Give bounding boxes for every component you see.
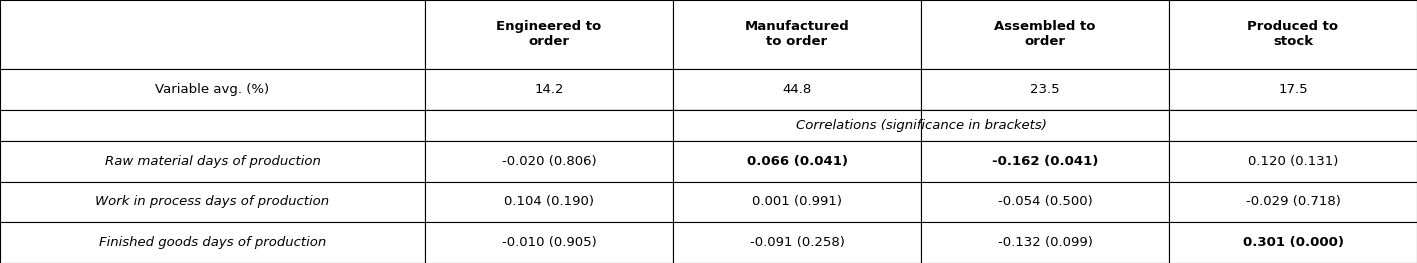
Text: -0.162 (0.041): -0.162 (0.041)	[992, 155, 1098, 168]
Bar	[673, 69, 921, 110]
Bar	[0, 181, 425, 222]
Bar	[921, 0, 1169, 69]
Text: 0.301 (0.000): 0.301 (0.000)	[1243, 236, 1343, 249]
Text: -0.010 (0.905): -0.010 (0.905)	[502, 236, 597, 249]
Bar	[921, 110, 1169, 141]
Bar	[425, 69, 673, 110]
Text: Manufactured
to order: Manufactured to order	[745, 21, 849, 48]
Bar	[673, 0, 921, 69]
Text: Produced to
stock: Produced to stock	[1247, 21, 1339, 48]
Bar	[673, 141, 921, 181]
Bar	[425, 141, 673, 181]
Text: Finished goods days of production: Finished goods days of production	[99, 236, 326, 249]
Text: Assembled to
order: Assembled to order	[995, 21, 1095, 48]
Bar	[0, 141, 425, 181]
Bar	[0, 69, 425, 110]
Text: -0.054 (0.500): -0.054 (0.500)	[998, 195, 1093, 209]
Text: Correlations (significance in brackets): Correlations (significance in brackets)	[795, 119, 1047, 132]
Text: Engineered to
order: Engineered to order	[496, 21, 602, 48]
Bar	[0, 222, 425, 263]
Text: 23.5: 23.5	[1030, 83, 1060, 96]
Bar	[921, 181, 1169, 222]
Bar	[0, 0, 425, 69]
Text: -0.020 (0.806): -0.020 (0.806)	[502, 155, 597, 168]
Bar	[1169, 222, 1417, 263]
Bar	[0, 110, 425, 141]
Bar	[1169, 181, 1417, 222]
Bar	[921, 69, 1169, 110]
Bar	[673, 181, 921, 222]
Text: 0.120 (0.131): 0.120 (0.131)	[1248, 155, 1338, 168]
Bar	[1169, 69, 1417, 110]
Bar	[425, 222, 673, 263]
Bar	[425, 0, 673, 69]
Bar	[425, 110, 1417, 141]
Text: 0.104 (0.190): 0.104 (0.190)	[504, 195, 594, 209]
Bar	[1169, 141, 1417, 181]
Bar	[673, 110, 921, 141]
Text: Work in process days of production: Work in process days of production	[95, 195, 330, 209]
Text: -0.029 (0.718): -0.029 (0.718)	[1246, 195, 1340, 209]
Text: 44.8: 44.8	[782, 83, 812, 96]
Bar	[1169, 110, 1417, 141]
Bar	[1169, 0, 1417, 69]
Text: -0.091 (0.258): -0.091 (0.258)	[750, 236, 845, 249]
Text: Variable avg. (%): Variable avg. (%)	[156, 83, 269, 96]
Bar	[921, 141, 1169, 181]
Text: 0.066 (0.041): 0.066 (0.041)	[747, 155, 847, 168]
Bar	[425, 181, 673, 222]
Bar	[673, 222, 921, 263]
Text: Raw material days of production: Raw material days of production	[105, 155, 320, 168]
Bar	[425, 110, 673, 141]
Text: 17.5: 17.5	[1278, 83, 1308, 96]
Text: -0.132 (0.099): -0.132 (0.099)	[998, 236, 1093, 249]
Text: 14.2: 14.2	[534, 83, 564, 96]
Bar	[921, 222, 1169, 263]
Text: 0.001 (0.991): 0.001 (0.991)	[752, 195, 842, 209]
